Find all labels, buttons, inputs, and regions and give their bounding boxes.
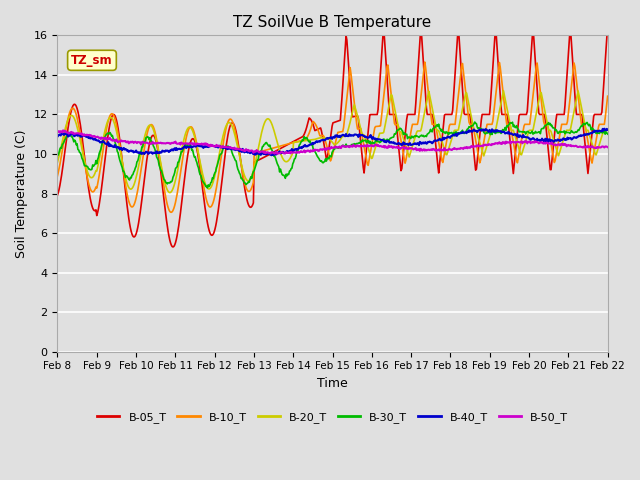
B-30_T	[54, 153, 61, 158]
B-30_T	[204, 185, 211, 191]
B-40_T	[54, 134, 61, 140]
B-05_T	[143, 157, 150, 163]
B-10_T	[143, 132, 150, 138]
B-05_T	[69, 103, 77, 108]
B-10_T	[421, 59, 429, 65]
B-40_T	[600, 126, 608, 132]
B-30_T	[200, 180, 208, 186]
B-05_T	[169, 244, 177, 250]
B-10_T	[201, 191, 209, 197]
B-40_T	[553, 138, 561, 144]
B-30_T	[518, 129, 526, 134]
Y-axis label: Soil Temperature (C): Soil Temperature (C)	[15, 129, 28, 258]
B-50_T	[201, 142, 209, 147]
B-40_T	[518, 134, 525, 140]
Line: B-05_T: B-05_T	[58, 25, 607, 247]
B-30_T	[143, 134, 150, 140]
B-50_T	[554, 142, 561, 148]
B-20_T	[500, 88, 508, 94]
Text: TZ_sm: TZ_sm	[71, 54, 113, 67]
Title: TZ SoilVue B Temperature: TZ SoilVue B Temperature	[234, 15, 431, 30]
B-40_T	[233, 146, 241, 152]
Line: B-30_T: B-30_T	[58, 122, 607, 188]
Line: B-50_T: B-50_T	[58, 131, 607, 154]
Line: B-40_T: B-40_T	[58, 129, 607, 155]
B-30_T	[554, 130, 561, 136]
B-50_T	[60, 128, 67, 133]
B-05_T	[553, 111, 561, 117]
B-30_T	[471, 119, 479, 125]
B-10_T	[54, 173, 61, 179]
B-05_T	[54, 192, 61, 198]
B-20_T	[54, 160, 61, 166]
B-20_T	[201, 180, 209, 186]
B-50_T	[70, 131, 77, 137]
B-30_T	[69, 136, 77, 142]
B-20_T	[166, 190, 173, 195]
B-40_T	[69, 131, 77, 137]
B-10_T	[518, 132, 526, 138]
B-40_T	[143, 149, 150, 155]
B-20_T	[604, 127, 611, 133]
Line: B-20_T: B-20_T	[58, 91, 607, 192]
B-10_T	[168, 209, 175, 215]
B-40_T	[604, 127, 611, 132]
Legend: B-05_T, B-10_T, B-20_T, B-30_T, B-40_T, B-50_T: B-05_T, B-10_T, B-20_T, B-30_T, B-40_T, …	[93, 408, 572, 428]
B-10_T	[554, 144, 561, 150]
X-axis label: Time: Time	[317, 377, 348, 390]
B-20_T	[554, 150, 561, 156]
B-20_T	[143, 127, 150, 132]
B-40_T	[268, 152, 275, 158]
B-50_T	[518, 140, 526, 146]
B-05_T	[518, 111, 525, 117]
B-05_T	[234, 138, 242, 144]
B-20_T	[69, 113, 77, 119]
B-50_T	[273, 151, 281, 157]
B-10_T	[69, 105, 77, 111]
B-40_T	[200, 144, 208, 150]
B-50_T	[54, 128, 61, 134]
B-50_T	[604, 144, 611, 150]
B-50_T	[144, 140, 152, 146]
B-50_T	[234, 146, 242, 152]
B-20_T	[518, 149, 526, 155]
B-20_T	[234, 145, 242, 151]
B-10_T	[234, 142, 242, 147]
Line: B-10_T: B-10_T	[58, 62, 607, 212]
B-30_T	[604, 131, 611, 137]
B-10_T	[604, 93, 611, 99]
B-05_T	[201, 204, 209, 210]
B-05_T	[604, 23, 611, 28]
B-30_T	[234, 166, 242, 172]
